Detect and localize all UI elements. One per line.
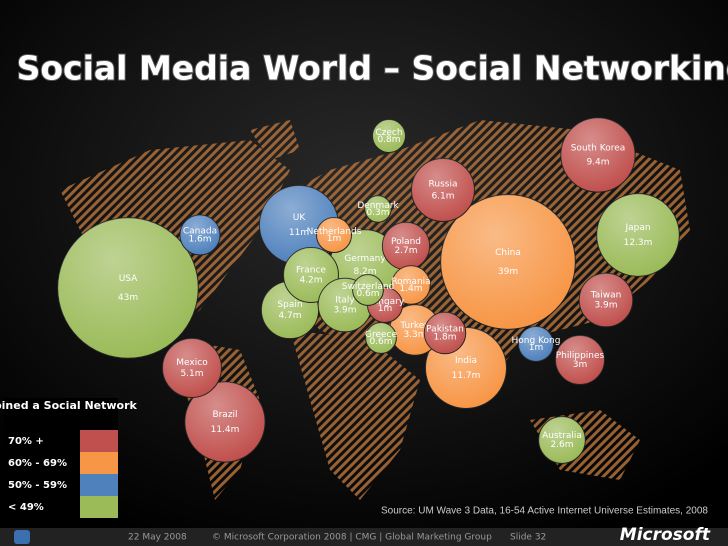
value-label: 1m [378, 304, 393, 314]
value-label: 3.3m [403, 330, 426, 340]
country-label: Czech [375, 128, 402, 138]
legend-swatch [80, 474, 118, 496]
windows-icon [14, 530, 30, 544]
country-label: Taiwan [590, 290, 622, 300]
bubble-shine [560, 117, 636, 193]
bubble-shine [57, 217, 199, 359]
footer-date: 22 May 2008 [128, 533, 187, 543]
bubble-shine [555, 335, 605, 385]
value-label: 2.7m [394, 246, 417, 256]
legend-title: % Joined a Social Network [0, 399, 138, 412]
country-label: Japan [624, 223, 650, 233]
value-label: 11.7m [452, 371, 481, 381]
value-label: 1.6m [188, 234, 211, 244]
bubble-shine [440, 194, 576, 330]
legend-label: < 49% [8, 502, 44, 513]
bubble-shine [179, 214, 221, 256]
legend-swatch [80, 452, 118, 474]
value-label: 4.2m [299, 276, 322, 286]
country-label: Australia [542, 431, 582, 441]
country-label: Hungary [366, 297, 405, 307]
bubble-shine [382, 222, 430, 270]
footer-bar [0, 528, 728, 546]
legend-swatch [80, 430, 118, 452]
country-label: India [455, 356, 477, 366]
value-label: 43m [118, 293, 138, 303]
value-label: 0.8m [377, 135, 400, 145]
legend-label: 70% + [8, 436, 44, 447]
footer-slide: Slide 32 [510, 533, 546, 543]
value-label: 1.4m [399, 284, 422, 294]
country-label: Hong Kong [512, 336, 561, 346]
value-label: 6.1m [431, 191, 454, 201]
bubble-shine [579, 273, 633, 327]
bubble-shine [364, 195, 392, 223]
value-label: 3.9m [333, 306, 356, 316]
bubble-shine [391, 265, 431, 305]
title: Social Media World – Social Networking [17, 49, 728, 88]
bubble-shine [162, 338, 222, 398]
country-label: Spain [277, 300, 302, 310]
microsoft-logo: Microsoft [620, 525, 711, 545]
legend-label: 50% - 59% [8, 480, 67, 491]
bubble-shine [538, 416, 586, 464]
country-label: South Korea [571, 144, 626, 154]
legend-swatch [80, 496, 118, 518]
country-label: UK [293, 213, 307, 223]
country-label: Russia [429, 180, 458, 190]
bubbles: USA 43m China 39m Japan 12.3m India 11.7m Brazil… [57, 117, 680, 464]
country-label: Germany [344, 254, 386, 264]
bubble-shine [184, 381, 266, 463]
value-label: 1.8m [433, 332, 456, 342]
bubble-shine [518, 326, 554, 362]
value-label: 3m [573, 360, 588, 370]
value-label: 1m [529, 343, 544, 353]
country-label: Greece [365, 330, 397, 340]
value-label: 39m [498, 267, 518, 277]
country-label: Canada [183, 227, 217, 237]
country-label: Poland [391, 237, 421, 247]
country-label: Romania [391, 277, 430, 287]
value-label: 2.6m [550, 440, 573, 450]
country-label: Mexico [176, 358, 208, 368]
value-label: 4.7m [278, 311, 301, 321]
country-label: Switzerland [342, 282, 395, 292]
country-label: Denmark [357, 201, 399, 211]
value-label: 0.3m [366, 208, 389, 218]
value-label: 12.3m [624, 238, 653, 248]
country-label: USA [119, 274, 138, 284]
bubble-shine [365, 322, 397, 354]
country-label: France [296, 265, 326, 275]
country-label: Philippines [556, 351, 605, 361]
bubble-shine [411, 158, 475, 222]
bubble-shine [372, 119, 406, 153]
bubble-shine [316, 217, 352, 253]
country-label: Turkey [399, 321, 430, 331]
value-label: 8.2m [353, 267, 376, 277]
value-label: 0.6m [356, 289, 379, 299]
value-label: 9.4m [586, 157, 609, 167]
source: Source: UM Wave 3 Data, 16-54 Active Int… [381, 506, 708, 517]
country-label: Pakistan [426, 325, 464, 335]
value-label: 1m [327, 234, 342, 244]
legend-label: 60% - 69% [8, 458, 67, 469]
bubble-shine [596, 193, 680, 277]
country-label: China [495, 248, 521, 258]
bubble-shine [259, 185, 339, 265]
value-label: 11.4m [211, 425, 240, 435]
bubble-shine [352, 274, 384, 306]
country-label: Italy [335, 295, 355, 305]
footer-copyright: © Microsoft Corporation 2008 | CMG | Glo… [212, 533, 492, 543]
value-label: 3.9m [594, 301, 617, 311]
value-label: 5.1m [180, 369, 203, 379]
value-label: 11m [289, 228, 309, 238]
country-label: Brazil [212, 410, 237, 420]
legend: 70% + 60% - 69% 50% - 59% < 49% [8, 430, 118, 518]
value-label: 0.6m [369, 337, 392, 347]
bubble-shine [424, 312, 466, 354]
country-label: Netherlands [307, 227, 362, 237]
